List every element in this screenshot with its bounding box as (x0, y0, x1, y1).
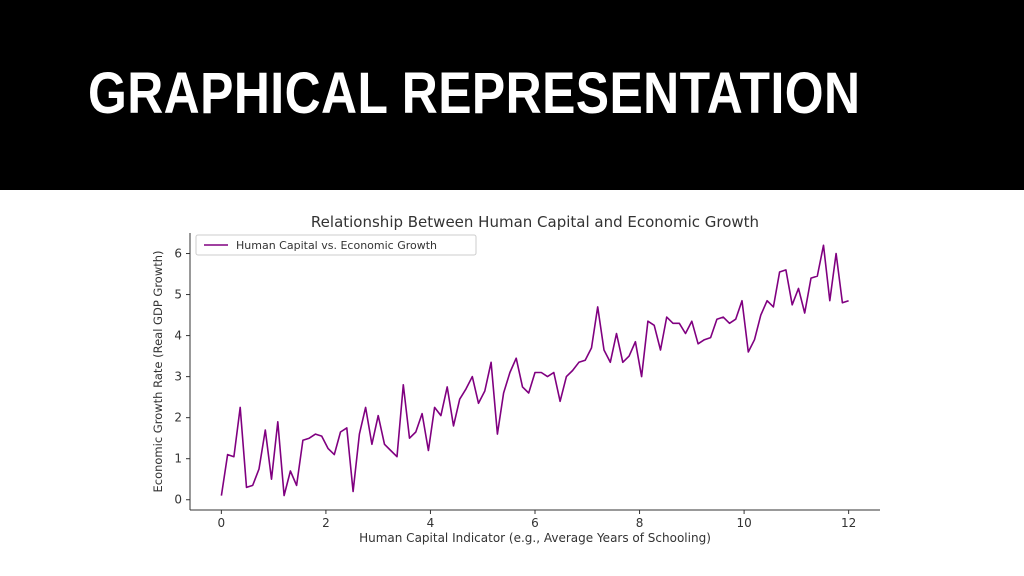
y-tick-label: 0 (174, 493, 182, 507)
x-axis-label: Human Capital Indicator (e.g., Average Y… (359, 531, 711, 545)
y-tick-label: 2 (174, 411, 182, 425)
title-band (0, 0, 1024, 190)
y-tick-label: 5 (174, 288, 182, 302)
y-tick-label: 6 (174, 247, 182, 261)
y-tick-label: 3 (174, 370, 182, 384)
y-axis-label: Economic Growth Rate (Real GDP Growth) (151, 250, 165, 492)
chart-frame: Relationship Between Human Capital and E… (150, 205, 890, 545)
x-tick-label: 8 (636, 516, 644, 530)
legend-label: Human Capital vs. Economic Growth (236, 239, 437, 252)
x-tick-label: 12 (841, 516, 856, 530)
x-tick-label: 2 (322, 516, 330, 530)
x-tick-label: 0 (218, 516, 226, 530)
slide-title: GRAPHICAL REPRESENTATION (88, 61, 861, 126)
series-line-0 (220, 244, 849, 497)
line-chart: Relationship Between Human Capital and E… (151, 213, 880, 545)
x-tick-label: 4 (427, 516, 435, 530)
x-tick-label: 10 (736, 516, 751, 530)
y-tick-label: 1 (174, 452, 182, 466)
y-tick-label: 4 (174, 329, 182, 343)
x-tick-label: 6 (531, 516, 539, 530)
chart-title: Relationship Between Human Capital and E… (311, 213, 759, 231)
legend-box (195, 234, 477, 256)
